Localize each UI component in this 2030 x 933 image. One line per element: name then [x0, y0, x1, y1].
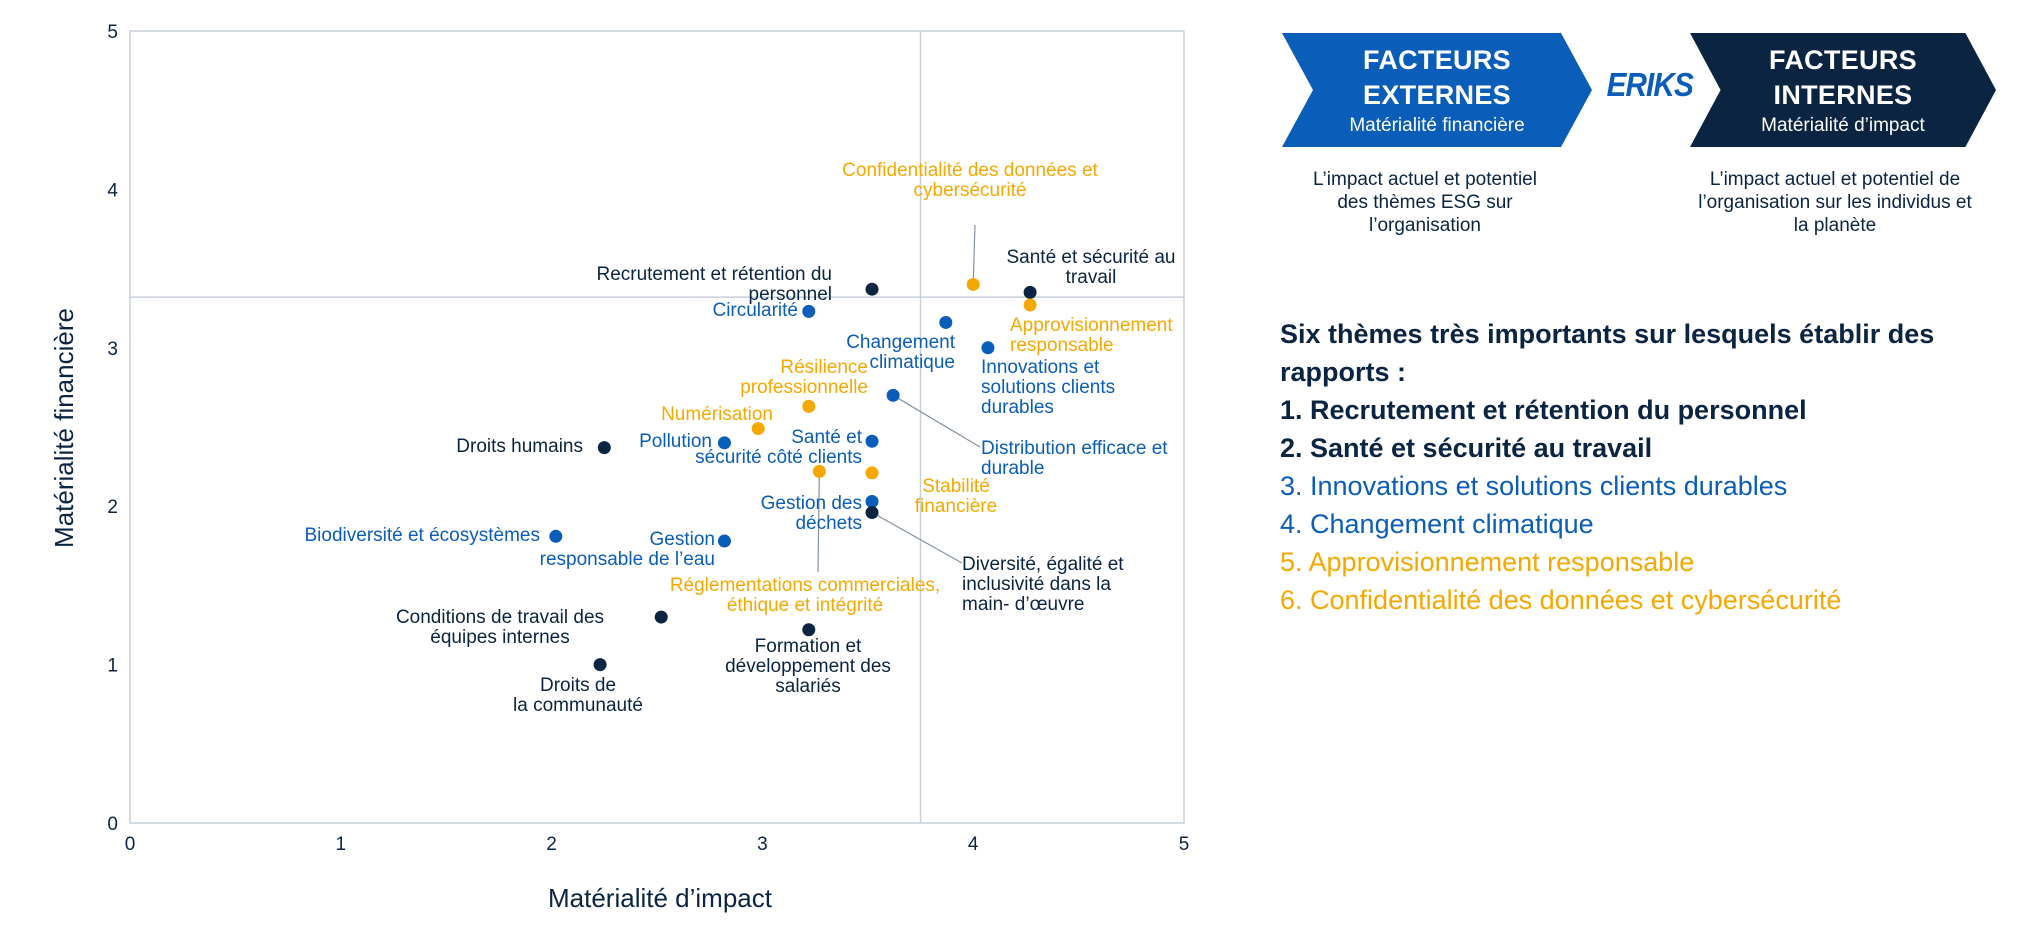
data-point: [865, 494, 879, 508]
theme-item: 6. Confidentialité des données et cybers…: [1280, 585, 1842, 615]
data-point: [597, 441, 611, 455]
data-point: [1023, 298, 1037, 312]
data-point-label: Réglementations commerciales, éthique et …: [670, 575, 940, 616]
data-point: [886, 388, 900, 402]
data-point-label: Innovations et solutions clients durables: [981, 357, 1115, 418]
data-point-label: Circularité: [712, 300, 798, 321]
data-point: [865, 506, 879, 520]
y-tick-label: 2: [107, 497, 118, 518]
data-point: [717, 436, 731, 450]
theme-item: 1. Recrutement et rétention du personnel: [1280, 395, 1807, 425]
data-point: [654, 610, 668, 624]
y-tick-label: 0: [107, 814, 118, 835]
themes-title: Six thèmes très importants sur lesquels …: [1280, 319, 1935, 387]
data-point-label: Biodiversité et écosystèmes: [305, 525, 541, 546]
x-axis-title: Matérialité d’impact: [548, 883, 773, 913]
data-point: [751, 422, 765, 436]
y-tick-label: 4: [107, 180, 118, 201]
data-point-label: Changement climatique: [846, 332, 956, 373]
data-point-label: Stabilité financière: [915, 476, 997, 517]
data-point: [593, 658, 607, 672]
x-tick-label: 3: [757, 834, 768, 855]
x-tick-label: 2: [546, 834, 557, 855]
y-tick-label: 1: [107, 656, 118, 677]
data-point-label: Conditions de travail des équipes interne…: [396, 607, 604, 648]
internal-description: L’impact actuel et potentiel de l’organi…: [1698, 169, 1972, 236]
data-point-label: Confidentialité des données et cybersécur…: [842, 160, 1098, 201]
data-point: [865, 466, 879, 480]
x-tick-label: 5: [1179, 834, 1190, 855]
plot-frame: [129, 30, 1185, 824]
data-point: [981, 341, 995, 355]
data-point-label: Approvisionnement responsable: [1010, 315, 1173, 356]
y-axis-title: Matérialité financière: [49, 308, 79, 548]
external-description: L’impact actuel et potentiel des thèmes …: [1313, 169, 1537, 236]
data-point: [549, 529, 563, 543]
data-point-label: Santé et sécurité au travail: [1007, 247, 1176, 288]
data-point-label: Diversité, égalité et inclusivité dans la…: [962, 554, 1124, 615]
external-factors-subtitle: Matérialité financière: [1349, 114, 1525, 136]
data-point-label: Santé et sécurité côté clients: [695, 427, 863, 468]
internal-factors-chevron: FACTEURS INTERNES Matérialité d’impact: [1690, 33, 1996, 147]
leader-line: [871, 512, 963, 564]
data-point-label: Droits de la communauté: [513, 675, 643, 716]
x-tick-label: 4: [968, 834, 979, 855]
theme-item: 2. Santé et sécurité au travail: [1280, 433, 1653, 463]
data-point-label: Formation et développement des salariés: [725, 636, 891, 697]
data-point-label: Droits humains: [456, 436, 583, 457]
data-point: [717, 534, 731, 548]
data-point-label: Distribution efficace et durable: [981, 438, 1168, 479]
data-point-label: Gestion des déchets: [761, 493, 862, 534]
y-tick-label: 3: [107, 339, 118, 360]
data-point: [865, 434, 879, 448]
external-factors-title: FACTEURS EXTERNES: [1363, 44, 1511, 110]
data-point: [802, 399, 816, 413]
x-tick-label: 1: [336, 834, 347, 855]
internal-factors-subtitle: Matérialité d’impact: [1761, 114, 1925, 136]
data-point-label: Résilience professionnelle: [740, 357, 868, 398]
themes-list: Six thèmes très importants sur lesquels …: [1280, 315, 2020, 619]
data-point-label: Recrutement et rétention du personnel: [596, 264, 832, 305]
data-point: [865, 282, 879, 296]
external-factors-chevron: FACTEURS EXTERNES Matérialité financière: [1282, 33, 1592, 147]
x-tick-label: 0: [125, 834, 136, 855]
theme-item: 4. Changement climatique: [1280, 509, 1594, 539]
y-tick-label: 5: [107, 22, 118, 43]
data-point: [966, 277, 980, 291]
materiality-chart: 0 1 2 3 4 5 0 1 2 3 4 5 Matérialité d’impact Matérial…: [49, 22, 1190, 913]
theme-item: 3. Innovations et solutions clients dura…: [1280, 471, 1788, 501]
data-point: [939, 315, 953, 329]
eriks-logo: ERIKS: [1606, 66, 1694, 103]
leader-line: [972, 224, 976, 285]
data-point: [802, 304, 816, 318]
internal-factors-title: FACTEURS INTERNES: [1769, 44, 1917, 110]
leader-line: [817, 471, 820, 573]
data-point-label: Gestion responsable de l’eau: [540, 529, 715, 570]
theme-item: 5. Approvisionnement responsable: [1280, 547, 1695, 577]
data-point: [802, 623, 816, 637]
leader-line: [892, 394, 981, 448]
data-point: [812, 464, 826, 478]
data-point-label: Numérisation: [661, 404, 773, 425]
data-point-label: Pollution: [639, 431, 712, 452]
data-point: [1023, 285, 1037, 299]
